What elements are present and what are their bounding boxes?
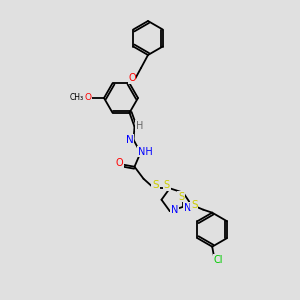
Text: Cl: Cl — [214, 255, 223, 265]
Text: S: S — [152, 180, 159, 190]
Text: S: S — [164, 180, 170, 190]
Text: NH: NH — [138, 147, 153, 157]
Text: O: O — [85, 92, 92, 101]
Text: S: S — [191, 200, 197, 210]
Text: CH₃: CH₃ — [70, 92, 84, 101]
Text: H: H — [136, 121, 143, 131]
Text: O: O — [128, 73, 136, 83]
Text: N: N — [184, 203, 191, 213]
Text: S: S — [178, 192, 184, 202]
Text: O: O — [116, 158, 123, 168]
Text: N: N — [171, 205, 178, 215]
Text: N: N — [126, 135, 134, 145]
